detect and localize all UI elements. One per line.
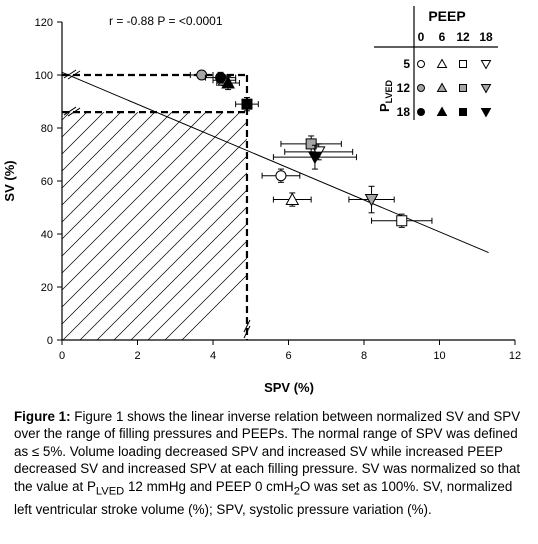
hatch-line (62, 142, 247, 340)
hatch-line (62, 112, 247, 274)
legend-column-label: 18 (479, 30, 493, 44)
data-marker (241, 98, 253, 110)
hatch-line (62, 125, 247, 340)
hatch-line (62, 112, 247, 257)
figure-caption: Figure 1: Figure 1 shows the linear inve… (14, 408, 526, 518)
legend-row-title: PLVED (377, 79, 394, 112)
data-point-plved18-peep6 (216, 75, 240, 91)
y-tick-label: 20 (41, 282, 53, 294)
data-point-plved5-peep12 (371, 213, 433, 228)
legend-marker (480, 84, 492, 94)
legend-marker (480, 108, 492, 118)
data-point-plved5-peep0 (261, 168, 301, 183)
hatch-line (62, 112, 247, 340)
data-marker (305, 138, 317, 150)
legend-column-label: 0 (418, 30, 425, 44)
axis-break-mark (243, 319, 251, 339)
data-marker (396, 215, 408, 227)
data-marker (221, 75, 235, 89)
legend-column-label: 6 (439, 30, 446, 44)
y-tick-label: 100 (35, 70, 53, 82)
hatch-line (62, 159, 247, 340)
legend-title: PEEP (428, 8, 465, 24)
legend-marker (436, 106, 448, 116)
legend-marker (480, 60, 492, 70)
x-tick-label: 10 (433, 350, 445, 362)
data-point-plved12-peep12 (280, 135, 342, 153)
legend-marker (459, 84, 467, 92)
legend: PEEP PLVED 0 6 12 18 5 12 18 (374, 6, 498, 120)
axis-break-mark (63, 69, 81, 80)
data-points (189, 69, 433, 228)
hatch-line (62, 112, 247, 340)
caption-text: Figure 1 shows the linear inverse relati… (14, 409, 521, 517)
regression-line-path (61, 71, 489, 254)
data-point-plved18-peep18 (272, 144, 357, 170)
hatch-line (62, 0, 362, 69)
data-marker (275, 170, 287, 182)
legend-row-label: 5 (403, 57, 410, 71)
y-tick-label: 120 (35, 17, 53, 29)
hatch-line (62, 112, 247, 240)
legend-marker (417, 60, 425, 68)
axis-break-mark (63, 106, 81, 117)
data-marker (285, 192, 300, 206)
hatch-line (62, 0, 362, 86)
x-tick-label: 12 (509, 350, 521, 362)
hatch-line (62, 112, 247, 340)
hatch-line (62, 112, 247, 223)
subscript: 2 (293, 485, 300, 498)
legend-marker (459, 108, 467, 116)
hatch-line (62, 112, 247, 172)
hatch-line (62, 112, 247, 308)
y-axis-label: SV (%) (2, 160, 17, 201)
legend-row-label: 18 (397, 105, 411, 119)
caption-label: Figure 1: (14, 409, 71, 424)
x-axis-label: SPV (%) (264, 380, 314, 395)
data-point-plved12-peep18 (348, 185, 395, 214)
hatch-line (62, 112, 247, 340)
subscript: LVED (95, 485, 125, 498)
hatch-line (62, 112, 247, 206)
hatch-line (62, 112, 247, 340)
legend-column-label: 12 (456, 30, 470, 44)
hatch-line (62, 112, 247, 291)
legend-marker (436, 58, 448, 68)
normal-range-hatching (62, 0, 362, 340)
x-tick-label: 0 (59, 350, 65, 362)
data-point-plved18-peep12 (235, 97, 259, 112)
x-tick-label: 4 (210, 350, 216, 362)
y-tick-label: 80 (41, 123, 53, 135)
y-tick-label: 0 (47, 335, 53, 347)
x-tick-label: 8 (361, 350, 367, 362)
legend-marker (459, 60, 467, 68)
hatch-line (62, 112, 247, 189)
x-tick-label: 2 (134, 350, 140, 362)
x-tick-label: 6 (285, 350, 291, 362)
hatch-line (62, 112, 247, 325)
legend-marker (417, 108, 425, 116)
regression-line (61, 71, 489, 254)
hatch-line (62, 0, 362, 1)
legend-row-label: 12 (397, 81, 411, 95)
normal-range-boundary (62, 69, 251, 340)
data-marker (364, 194, 379, 207)
data-marker (196, 69, 208, 81)
legend-marker (417, 84, 425, 92)
y-tick-label: 40 (41, 229, 53, 241)
data-marker (308, 151, 322, 165)
correlation-annotation: r = -0.88 P = <0.0001 (109, 14, 223, 28)
data-point-plved5-peep6 (272, 192, 312, 207)
legend-marker (436, 82, 448, 92)
data-point-plved12-peep0 (189, 69, 214, 81)
y-tick-label: 60 (41, 176, 53, 188)
